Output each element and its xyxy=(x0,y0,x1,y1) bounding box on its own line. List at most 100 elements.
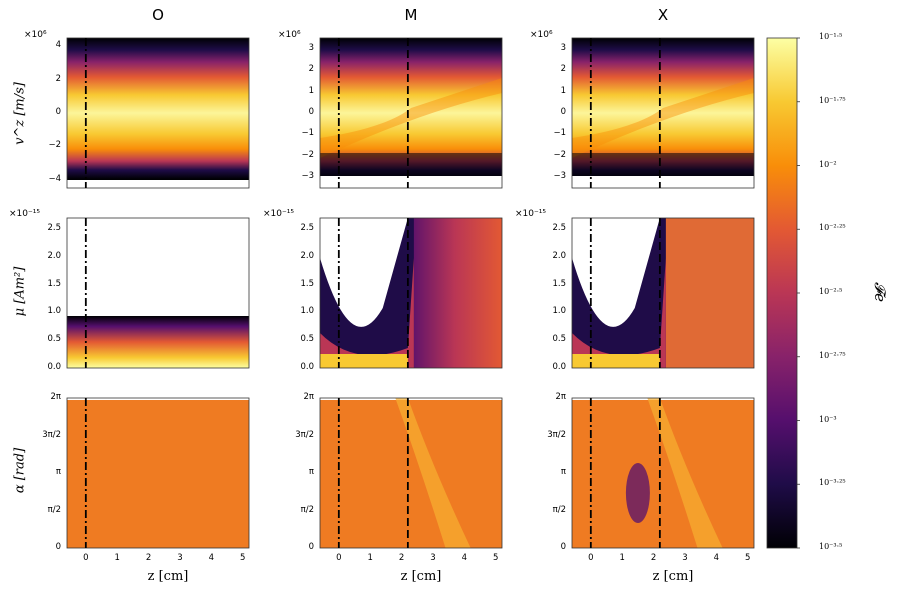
panel-frame xyxy=(66,217,250,369)
colorbar-tick-label: 10⁻²·²⁵ xyxy=(819,223,846,233)
panel-frame xyxy=(571,397,755,549)
xlabel-m: z [cm] xyxy=(400,569,442,584)
colorbar-tick-label: 10⁻¹·⁷⁵ xyxy=(819,95,846,105)
mu-tick-label: 0.5 xyxy=(300,334,314,345)
x-tick-label: 4 xyxy=(713,553,720,563)
alpha-heatmap-O xyxy=(67,398,249,548)
alpha-tick-label: 0 xyxy=(55,542,61,552)
panel-frame xyxy=(66,37,250,189)
column-title-m: M xyxy=(404,6,418,24)
panel-frame xyxy=(66,397,250,549)
colorbar-tick-label: 10⁻¹·⁵ xyxy=(819,32,843,41)
alpha-tick-label: 2π xyxy=(50,392,61,402)
vz-exponent-o: ×10⁶ xyxy=(24,30,47,40)
colorbar-tick-label: 10⁻³·⁵ xyxy=(819,542,843,551)
alpha-tick-label: π xyxy=(560,467,566,477)
vz-tick-label: −2 xyxy=(553,149,566,160)
vz-empty-region-X xyxy=(572,176,754,188)
colorbar-tick-label: 10⁻³·²⁵ xyxy=(819,478,846,488)
colorbar-tick-label: 10⁻²·⁵ xyxy=(819,287,843,296)
vz-exponent-m: ×10⁶ xyxy=(278,30,301,40)
mu-tick-label: 0.0 xyxy=(47,362,61,372)
alpha-tick-label: π xyxy=(55,467,61,477)
vz-heatmap-O xyxy=(67,38,249,188)
mu-tick-label: 2.5 xyxy=(300,223,314,234)
mu-tick-label: 1.5 xyxy=(300,278,314,289)
panel-frame xyxy=(571,217,755,369)
panel-frame xyxy=(571,37,755,189)
alpha-tick-label: 2π xyxy=(555,392,566,402)
vz-tick-label: −2 xyxy=(301,149,314,160)
vz-tick-label: 4 xyxy=(55,40,61,51)
mu-dark-band-X xyxy=(572,218,666,368)
alpha-tick-label: 2π xyxy=(303,392,314,402)
mu-dark-band-M xyxy=(320,218,414,368)
vz-tick-label: 1 xyxy=(560,85,566,96)
column-title-o: O xyxy=(152,6,164,24)
x-tick-label: 3 xyxy=(430,553,436,563)
colorbar-tick-label: 10⁻³ xyxy=(819,414,837,424)
mu-tick-label: 2.0 xyxy=(552,250,566,261)
vz-tick-label: −3 xyxy=(553,171,566,182)
alpha-tick-label: π/2 xyxy=(47,504,61,515)
mu-tick-label: 1.0 xyxy=(552,306,566,317)
vz-tick-label: 1 xyxy=(308,85,314,96)
vz-tick-label: 0 xyxy=(308,107,314,117)
vz-tick-label: 2 xyxy=(560,64,566,75)
alpha-tick-label: 3π/2 xyxy=(547,429,566,440)
colorbar xyxy=(766,37,798,549)
mu-bright-band-X xyxy=(572,354,660,368)
vz-streak-M xyxy=(320,78,502,158)
alpha-tick-label: π/2 xyxy=(552,504,566,515)
mu-heatmap-right-X xyxy=(659,218,754,368)
alpha-bright-streak-X xyxy=(647,398,723,548)
vz-tick-label: 3 xyxy=(560,42,566,53)
mu-tick-label: 0.5 xyxy=(552,334,566,345)
mu-tick-label: 0.0 xyxy=(552,362,566,372)
mu-heatmap-right-M xyxy=(407,218,502,368)
panel-frame xyxy=(319,217,503,369)
mu-tick-label: 0.5 xyxy=(47,334,61,345)
x-tick-label: 2 xyxy=(650,553,657,563)
xlabel-x: z [cm] xyxy=(652,569,694,584)
vz-exponent-x: ×10⁶ xyxy=(530,30,553,40)
vz-tick-label: 2 xyxy=(308,64,314,75)
panel-frame xyxy=(319,397,503,549)
alpha-tick-label: 3π/2 xyxy=(42,429,61,440)
x-tick-label: 0 xyxy=(588,553,594,563)
vz-tick-label: 0 xyxy=(560,107,566,117)
alpha-dark-spot-X xyxy=(625,463,650,523)
mu-heatmap-O xyxy=(67,316,249,368)
colorbar-tick-label: 10⁻² xyxy=(819,159,837,169)
mu-bright-band-M xyxy=(320,354,408,368)
panel-frame xyxy=(319,37,503,189)
vz-tick-label: −3 xyxy=(301,171,314,182)
mu-tick-label: 2.0 xyxy=(300,250,314,261)
x-tick-label: 5 xyxy=(493,553,499,563)
x-tick-label: 4 xyxy=(208,553,215,563)
x-tick-label: 2 xyxy=(398,553,405,563)
vz-tick-label: 2 xyxy=(55,73,61,84)
alpha-top-edge-X xyxy=(572,398,754,400)
mu-tick-label: 2.5 xyxy=(552,223,566,234)
mu-tick-label: 2.5 xyxy=(47,223,61,234)
vz-tick-label: −2 xyxy=(48,140,61,151)
vz-empty-region-O xyxy=(67,180,249,188)
x-tick-label: 5 xyxy=(240,553,246,563)
alpha-tick-label: 0 xyxy=(560,542,566,552)
x-tick-label: 0 xyxy=(83,553,89,563)
x-tick-label: 1 xyxy=(619,553,625,563)
column-title-x: X xyxy=(657,6,669,24)
vz-streak-X xyxy=(572,78,754,158)
mu-tick-label: 1.5 xyxy=(47,278,61,289)
vz-tick-label: 3 xyxy=(308,42,314,53)
alpha-top-edge-M xyxy=(320,398,502,400)
vz-tick-label: 0 xyxy=(55,107,61,117)
x-tick-label: 1 xyxy=(114,553,120,563)
mu-exponent-x: ×10⁻¹⁵ xyxy=(515,209,546,219)
x-tick-label: 5 xyxy=(745,553,751,563)
mu-tick-label: 1.0 xyxy=(47,306,61,317)
mu-tick-label: 2.0 xyxy=(47,250,61,261)
alpha-top-edge-O xyxy=(67,398,249,400)
